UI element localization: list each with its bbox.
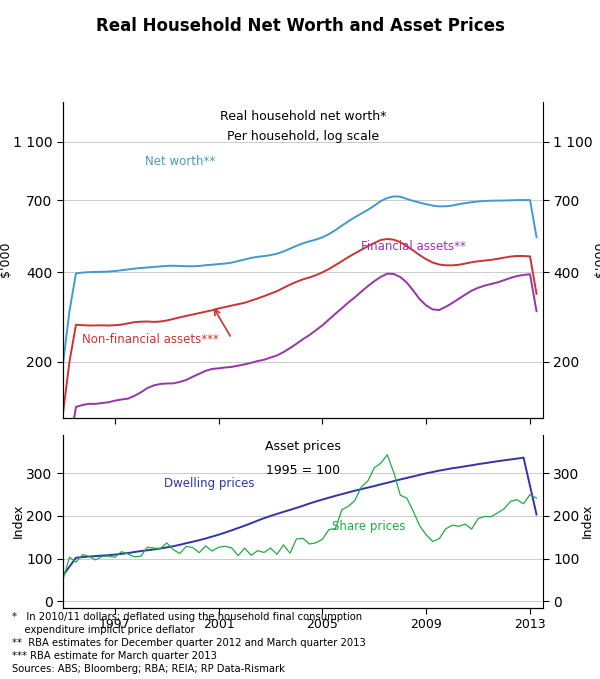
Y-axis label: $'000: $'000 xyxy=(595,242,600,278)
Text: expenditure implicit price deflator: expenditure implicit price deflator xyxy=(12,625,195,636)
Text: Non-financial assets***: Non-financial assets*** xyxy=(82,333,219,346)
Text: Real Household Net Worth and Asset Prices: Real Household Net Worth and Asset Price… xyxy=(95,17,505,35)
Text: Share prices: Share prices xyxy=(332,520,406,533)
Text: Dwelling prices: Dwelling prices xyxy=(164,477,254,490)
Text: Real household net worth*: Real household net worth* xyxy=(220,110,386,123)
Text: Financial assets**: Financial assets** xyxy=(361,240,466,253)
Y-axis label: Index: Index xyxy=(12,504,25,538)
Y-axis label: Index: Index xyxy=(581,504,594,538)
Text: Sources: ABS; Bloomberg; RBA; REIA; RP Data-Rismark: Sources: ABS; Bloomberg; RBA; REIA; RP D… xyxy=(12,664,285,674)
Text: 1995 = 100: 1995 = 100 xyxy=(266,464,340,477)
Text: **  RBA estimates for December quarter 2012 and March quarter 2013: ** RBA estimates for December quarter 20… xyxy=(12,638,366,648)
Text: Per household, log scale: Per household, log scale xyxy=(227,130,379,143)
Text: *   In 2010/11 dollars; deflated using the household final consumption: * In 2010/11 dollars; deflated using the… xyxy=(12,612,362,623)
Y-axis label: $'000: $'000 xyxy=(0,242,11,278)
Text: Asset prices: Asset prices xyxy=(265,440,341,453)
Text: Net worth**: Net worth** xyxy=(145,155,215,168)
Text: *** RBA estimate for March quarter 2013: *** RBA estimate for March quarter 2013 xyxy=(12,651,217,661)
